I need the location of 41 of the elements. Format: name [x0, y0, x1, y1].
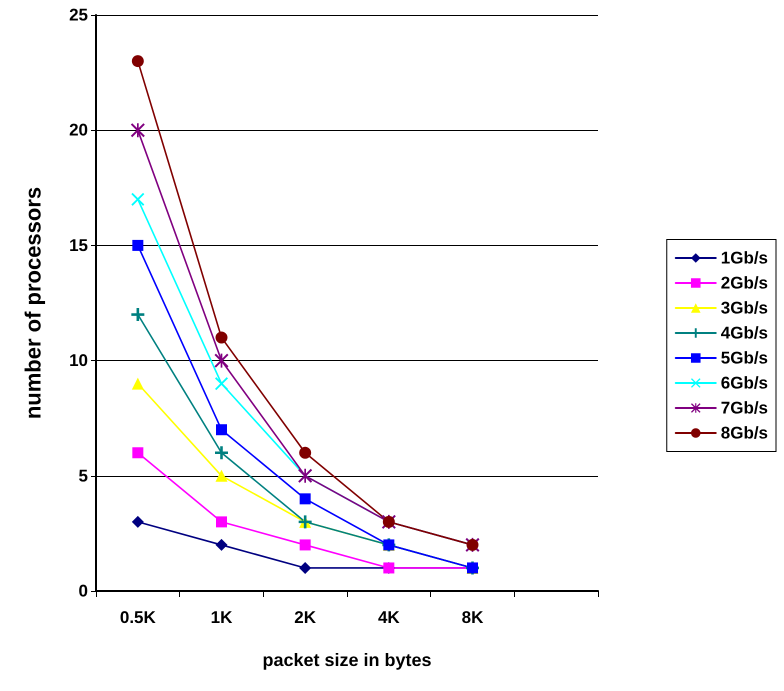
legend-label: 8Gb/s: [720, 424, 768, 442]
point: [300, 493, 311, 504]
x-axis-title: packet size in bytes: [262, 650, 432, 670]
point: [132, 516, 144, 528]
x-tick-label: 4K: [378, 608, 400, 627]
y-tick-label: 25: [69, 6, 88, 24]
point: [216, 538, 228, 551]
legend-label: 1Gb/s: [720, 248, 768, 268]
point: [216, 332, 228, 344]
y-tick-label: 0: [78, 582, 88, 600]
x-tick-label: 2K: [294, 608, 317, 627]
legend-label: 4Gb/s: [720, 324, 768, 342]
point: [299, 562, 312, 574]
legend-label: 5Gb/s: [720, 348, 768, 368]
point: [131, 192, 144, 206]
point: [216, 470, 228, 482]
point: [131, 308, 144, 322]
point: [132, 240, 144, 251]
point: [214, 354, 228, 368]
y-tick-label: 10: [69, 351, 88, 370]
legend-label: 6Gb/s: [720, 374, 768, 392]
y-axis-title: number of processors: [20, 186, 46, 420]
point: [132, 55, 144, 68]
point: [300, 539, 311, 550]
y-tick-label: 5: [78, 466, 88, 486]
point: [130, 123, 145, 138]
point: [216, 424, 227, 436]
point: [216, 516, 227, 528]
y-tick-label: 15: [69, 236, 88, 255]
point: [132, 447, 144, 458]
x-tick-label: 0.5K: [120, 608, 157, 627]
point: [132, 378, 144, 390]
y-tick-label: 20: [69, 120, 88, 140]
point: [215, 377, 228, 390]
point: [299, 446, 312, 459]
x-tick-label: 8K: [462, 608, 484, 627]
legend-label: 7Gb/s: [720, 398, 768, 418]
point: [215, 446, 228, 460]
legend-label: 2Gb/s: [720, 274, 768, 292]
x-tick-label: 1K: [210, 608, 234, 627]
legend-label: 3Gb/s: [720, 298, 768, 318]
